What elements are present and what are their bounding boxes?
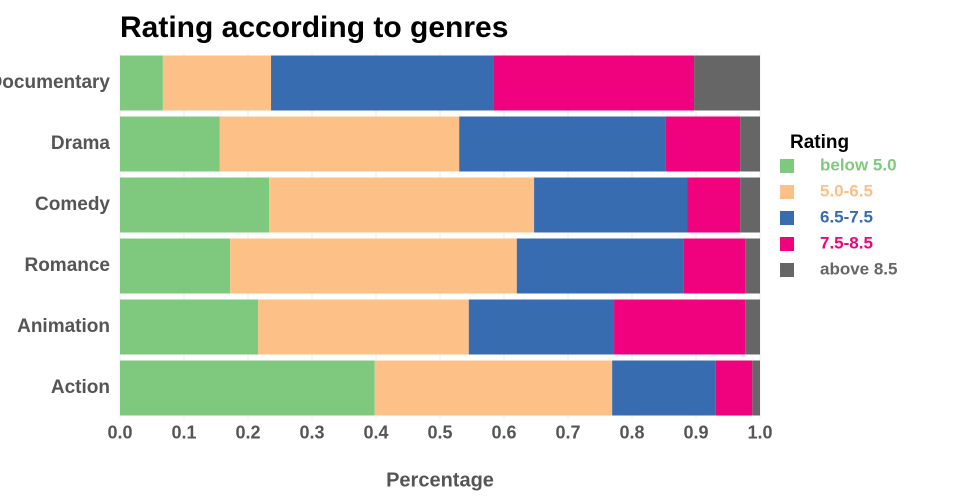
bar-segment <box>219 116 460 172</box>
bar-segment <box>271 55 494 111</box>
legend-label: below 5.0 <box>820 155 897 174</box>
bar-segment <box>752 360 760 416</box>
x-tick-label: 0.9 <box>683 422 708 442</box>
bar-segment <box>459 116 666 172</box>
bar-segment <box>374 360 613 416</box>
x-tick-label: 0.8 <box>619 422 644 442</box>
bar-segment <box>740 116 760 172</box>
bar-segment <box>516 238 684 294</box>
legend-label: 7.5-8.5 <box>820 233 873 252</box>
legend-label: 5.0-6.5 <box>820 181 873 200</box>
bar-segment <box>120 299 259 355</box>
x-axis-title: Percentage <box>386 469 494 491</box>
x-tick-label: 0.1 <box>171 422 196 442</box>
y-tick-label: Drama <box>51 133 111 154</box>
bar-segment <box>745 299 760 355</box>
x-tick-label: 1.0 <box>747 422 772 442</box>
x-tick-label: 0.3 <box>299 422 324 442</box>
y-tick-label: Action <box>51 377 110 398</box>
bar-segment <box>740 177 760 233</box>
bar-segment <box>468 299 615 355</box>
bar-segment <box>687 177 741 233</box>
bar-segment <box>120 177 270 233</box>
x-tick-label: 0.7 <box>555 422 580 442</box>
legend-label: above 8.5 <box>820 259 898 278</box>
x-tick-label: 0.2 <box>235 422 260 442</box>
x-tick-label: 0.6 <box>491 422 516 442</box>
y-tick-label: Documentary <box>0 72 110 93</box>
chart-title: Rating according to genres <box>120 11 508 44</box>
bar-segment <box>715 360 753 416</box>
legend-title: Rating <box>790 132 849 153</box>
legend-swatch <box>780 159 794 173</box>
x-tick-label: 0.0 <box>107 422 132 442</box>
bar-segment <box>745 238 760 294</box>
bar-segment <box>120 55 163 111</box>
legend-swatch <box>780 263 794 277</box>
legend-swatch <box>780 237 794 251</box>
y-tick-label: Animation <box>17 316 110 337</box>
bar-segment <box>614 299 746 355</box>
bar-segment <box>230 238 517 294</box>
bar-segment <box>258 299 469 355</box>
bar-segment <box>120 238 231 294</box>
bar-segment <box>683 238 746 294</box>
legend-label: 6.5-7.5 <box>820 207 873 226</box>
x-tick-label: 0.5 <box>427 422 452 442</box>
bar-segment <box>694 55 760 111</box>
bar-segment <box>665 116 741 172</box>
bar-segment <box>534 177 688 233</box>
bar-segment <box>120 360 375 416</box>
y-tick-label: Comedy <box>35 194 110 215</box>
bar-segment <box>612 360 716 416</box>
x-tick-label: 0.4 <box>363 422 388 442</box>
y-tick-label: Romance <box>24 255 110 276</box>
legend-swatch <box>780 185 794 199</box>
bar-segment <box>493 55 695 111</box>
bar-segment <box>120 116 220 172</box>
bar-segment <box>162 55 272 111</box>
bar-segment <box>269 177 535 233</box>
legend-swatch <box>780 211 794 225</box>
